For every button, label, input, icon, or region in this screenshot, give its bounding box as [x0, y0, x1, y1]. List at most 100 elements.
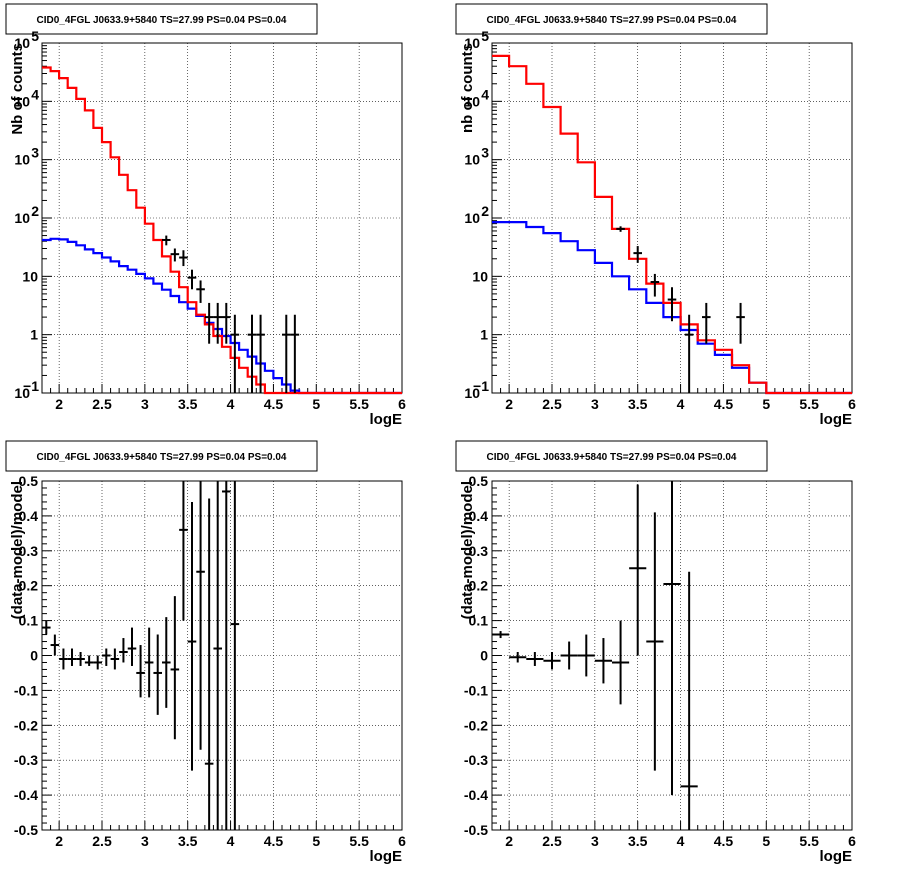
data-point	[187, 269, 197, 290]
chart-title: CID0_4FGL J0633.9+5840 TS=27.99 PS=0.04 …	[37, 452, 287, 463]
y-tick-label: 0.4	[19, 508, 39, 524]
x-tick-label: 5	[762, 396, 770, 412]
data-point	[492, 631, 510, 639]
data-point	[67, 648, 77, 666]
data-point	[667, 287, 677, 322]
x-tick-label: 6	[848, 396, 856, 412]
x-tick-label: 5.5	[349, 396, 369, 412]
data-point	[612, 620, 630, 705]
y-tick-exponent: 3	[31, 145, 39, 161]
y-axis-label: nb of counts	[459, 43, 476, 133]
y-tick-label: 0.5	[19, 473, 39, 489]
x-axis-label: logE	[370, 848, 403, 865]
x-tick-label: 2	[505, 833, 513, 849]
x-tick-label: 2	[505, 396, 513, 412]
x-tick-label: 4	[227, 833, 235, 849]
data-point	[213, 302, 222, 344]
data-point	[204, 302, 214, 344]
x-tick-label: 3.5	[628, 396, 648, 412]
y-tick-label: -0.4	[14, 787, 38, 803]
x-tick-label: 2	[55, 833, 63, 849]
y-tick-exponent: 5	[481, 28, 489, 44]
x-tick-label: 3.5	[628, 833, 648, 849]
chart-title: CID0_4FGL J0633.9+5840 TS=27.99 PS=0.04 …	[487, 452, 737, 463]
data-point	[179, 481, 188, 621]
x-tick-label: 3.5	[178, 396, 198, 412]
y-axis-label: Nb of counts	[9, 43, 26, 135]
data-point	[646, 512, 664, 771]
y-tick-exponent: 4	[31, 86, 39, 102]
x-tick-label: 5	[312, 396, 320, 412]
data-point	[594, 638, 612, 684]
y-tick-label: 10	[14, 152, 30, 168]
panel-counts-right: CID0_4FGL J0633.9+5840 TS=27.99 PS=0.04 …	[455, 3, 856, 428]
data-point	[256, 314, 265, 393]
data-point	[127, 627, 137, 666]
x-axis-label: logE	[820, 411, 853, 428]
data-point	[119, 638, 128, 663]
y-tick-label: 0.2	[19, 578, 39, 594]
data-point	[153, 634, 162, 715]
data-point	[650, 273, 660, 297]
panel-counts-left: CID0_4FGL J0633.9+5840 TS=27.99 PS=0.04 …	[5, 3, 406, 428]
title-box	[5, 3, 318, 35]
y-tick-label: 10	[22, 268, 38, 284]
y-tick-label: -0.1	[464, 682, 488, 698]
data-point	[76, 652, 85, 666]
y-tick-label: 0.1	[19, 613, 39, 629]
data-point	[230, 481, 240, 830]
total-model-line	[42, 66, 402, 395]
y-tick-label: 1	[30, 327, 38, 343]
data-point	[144, 627, 154, 698]
data-point	[222, 302, 231, 344]
x-tick-label: 4.5	[264, 396, 284, 412]
data-point	[162, 235, 171, 246]
y-tick-label: 0.3	[19, 543, 39, 559]
data-point	[187, 501, 197, 771]
x-tick-label: 4	[677, 396, 685, 412]
data-point	[42, 620, 51, 635]
data-point	[684, 314, 694, 393]
data-point	[170, 596, 180, 740]
total-model-line	[492, 54, 852, 395]
data-point	[736, 302, 745, 344]
data-point	[179, 250, 188, 267]
x-tick-label: 3	[591, 396, 599, 412]
y-tick-exponent: 4	[481, 86, 489, 102]
x-tick-label: 2	[55, 396, 63, 412]
panel-residuals-left: CID0_4FGL J0633.9+5840 TS=27.99 PS=0.04 …	[5, 440, 406, 865]
x-tick-label: 5.5	[349, 833, 369, 849]
y-tick-label: 10	[464, 210, 480, 226]
x-tick-label: 6	[398, 833, 406, 849]
data-point	[629, 484, 647, 656]
data-point	[702, 302, 711, 344]
title-box	[455, 3, 768, 35]
y-tick-label: -0.4	[464, 787, 488, 803]
y-tick-label: 10	[14, 210, 30, 226]
data-point	[213, 481, 222, 830]
y-tick-label: 10	[14, 93, 30, 109]
x-tick-label: 3.5	[178, 833, 198, 849]
y-tick-label: 0.5	[469, 473, 489, 489]
x-tick-label: 4.5	[264, 833, 284, 849]
data-point	[93, 655, 102, 670]
y-tick-label: 0.2	[469, 578, 489, 594]
data-point	[633, 246, 642, 263]
x-tick-label: 3	[591, 833, 599, 849]
y-tick-exponent: −1	[473, 378, 489, 394]
title-box	[455, 440, 768, 472]
data-point	[170, 248, 180, 262]
data-point	[50, 634, 60, 656]
x-tick-label: 2.5	[92, 396, 112, 412]
data-point	[230, 314, 240, 393]
data-point	[84, 655, 94, 666]
y-tick-exponent: 3	[481, 145, 489, 161]
x-tick-label: 3	[141, 833, 149, 849]
y-tick-label: 0.1	[469, 613, 489, 629]
y-tick-label: -0.5	[14, 822, 38, 838]
y-axis-label: (data-model)/model	[9, 481, 26, 619]
data-point	[663, 481, 681, 796]
y-tick-label: 10	[464, 385, 480, 401]
y-tick-label: -0.3	[14, 752, 38, 768]
